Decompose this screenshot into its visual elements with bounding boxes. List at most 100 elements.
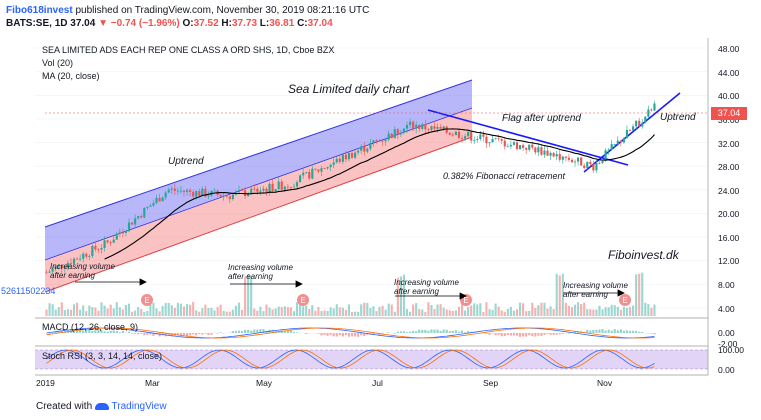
macd-bar (399, 331, 402, 333)
volume-bar (109, 304, 112, 316)
candle (390, 133, 393, 139)
candle (76, 257, 79, 260)
volume-bar (522, 303, 525, 316)
macd-bar (439, 330, 442, 333)
tradingview-link[interactable]: TradingView (111, 401, 167, 412)
volume-bar (564, 302, 567, 316)
macd-bar (415, 331, 418, 333)
macd-bar (601, 329, 604, 333)
volume-bar (473, 303, 476, 316)
macd-bar (54, 331, 57, 333)
publish-info: published on TradingView.com, November 3… (75, 5, 370, 16)
volume-bar (635, 274, 638, 316)
candle (387, 130, 390, 142)
candle (277, 177, 280, 192)
macd-bar (546, 333, 549, 334)
candle (360, 144, 363, 154)
price-axis[interactable]: 48.00 44.00 40.00 36.00 32.00 28.00 24.0… (710, 0, 761, 420)
volume-bar (88, 305, 91, 316)
candle (265, 186, 268, 197)
macd-bar (137, 333, 140, 335)
author-link[interactable]: Fibo618invest (6, 5, 73, 16)
volume-bar (295, 302, 299, 316)
volume-bar (381, 305, 384, 316)
candle (506, 143, 509, 148)
volume-bar (335, 304, 338, 316)
volume-bar (470, 305, 473, 316)
macd-bar (259, 329, 262, 333)
volume-bar (482, 311, 485, 316)
volume-bar (586, 309, 589, 316)
volume-bar (415, 303, 418, 316)
stoch-k-line (46, 349, 655, 369)
volume-bar (332, 308, 335, 316)
macd-bar (234, 330, 238, 333)
stoch-legend[interactable]: Stoch RSI (3, 3, 14, 14, close) (42, 351, 163, 361)
change-arrow-icon: ▼ (98, 18, 108, 29)
volume-bar (63, 310, 66, 316)
volume-bar (534, 307, 537, 316)
macd-bar (170, 333, 173, 337)
candle (189, 188, 192, 197)
macd-bar (427, 330, 430, 333)
candle (470, 131, 473, 144)
candle (198, 188, 201, 198)
footer: Created with TradingView (36, 401, 167, 412)
macd-bar (467, 331, 470, 333)
candle (467, 129, 470, 138)
macd-bar (149, 333, 152, 335)
price-tick: 16.00 (718, 233, 740, 243)
volume-bar (341, 307, 344, 316)
volume-bar (179, 303, 183, 316)
volume-bar (329, 307, 332, 316)
symbol-label: BATS:SE, 1D (6, 18, 68, 29)
candle (100, 244, 103, 254)
macd-bar (638, 331, 641, 333)
uptrend-right-annotation: Uptrend (660, 112, 696, 123)
macd-bar (445, 329, 448, 333)
macd-bar (326, 333, 329, 336)
macd-legend[interactable]: MACD (12, 26, close, 9) (42, 322, 139, 332)
macd-bar (305, 333, 308, 335)
candle (323, 167, 326, 170)
time-tick: Nov (597, 378, 613, 388)
volume-bar (485, 302, 488, 316)
candle (79, 254, 82, 262)
candle (357, 148, 360, 156)
candle (292, 183, 296, 188)
candle (473, 136, 476, 144)
macd-bar (534, 333, 537, 337)
candle (286, 183, 289, 191)
volume-bar (439, 304, 442, 316)
volume-bar (531, 302, 534, 316)
instrument-legend[interactable]: SEA LIMITED ADS EACH REP ONE CLASS A ORD… (42, 45, 335, 55)
close-value: 37.04 (307, 18, 333, 29)
volume-bar (433, 309, 436, 316)
volume-bar (164, 302, 167, 316)
macd-bar (216, 333, 219, 334)
earnings-marker-2 (297, 294, 309, 306)
volume-bar (369, 308, 372, 316)
ma-legend[interactable]: MA (20, close) (42, 71, 100, 81)
candle (497, 134, 500, 142)
macd-bar (94, 330, 97, 333)
volume-bar (451, 310, 454, 316)
volume-bar (448, 310, 451, 316)
volume-legend[interactable]: Vol (20) (42, 58, 74, 68)
macd-bar (412, 330, 415, 333)
volume-bar (262, 311, 265, 316)
macd-bar (500, 333, 503, 337)
volume-bar (347, 304, 351, 316)
volume-bar (326, 310, 329, 316)
volume-bar (48, 303, 51, 316)
flag-top-trendline (427, 109, 629, 166)
candle (647, 105, 650, 119)
volume-bar (201, 308, 204, 316)
candle (525, 147, 528, 155)
volume-bar (51, 304, 54, 316)
candle (137, 215, 140, 220)
macd-bar (586, 329, 589, 333)
macd-bar (558, 333, 561, 335)
volume-bar (387, 303, 390, 316)
